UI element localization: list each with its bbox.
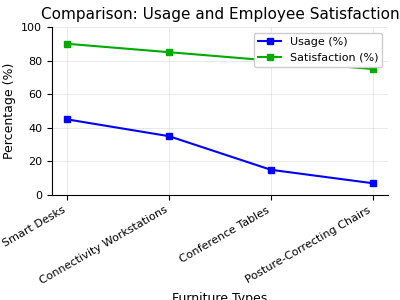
Usage (%) [167,134,172,138]
Satisfaction (%) [268,59,273,62]
Title: Comparison: Usage and Employee Satisfaction: Comparison: Usage and Employee Satisfact… [41,7,399,22]
Legend: Usage (%), Satisfaction (%): Usage (%), Satisfaction (%) [254,33,382,67]
Satisfaction (%) [167,50,172,54]
Usage (%) [370,182,375,185]
Usage (%) [268,168,273,172]
Satisfaction (%) [370,67,375,71]
X-axis label: Furniture Types: Furniture Types [172,292,268,300]
Y-axis label: Percentage (%): Percentage (%) [3,63,16,159]
Satisfaction (%) [65,42,70,46]
Line: Usage (%): Usage (%) [64,116,376,187]
Usage (%) [65,118,70,121]
Line: Satisfaction (%): Satisfaction (%) [64,40,376,73]
